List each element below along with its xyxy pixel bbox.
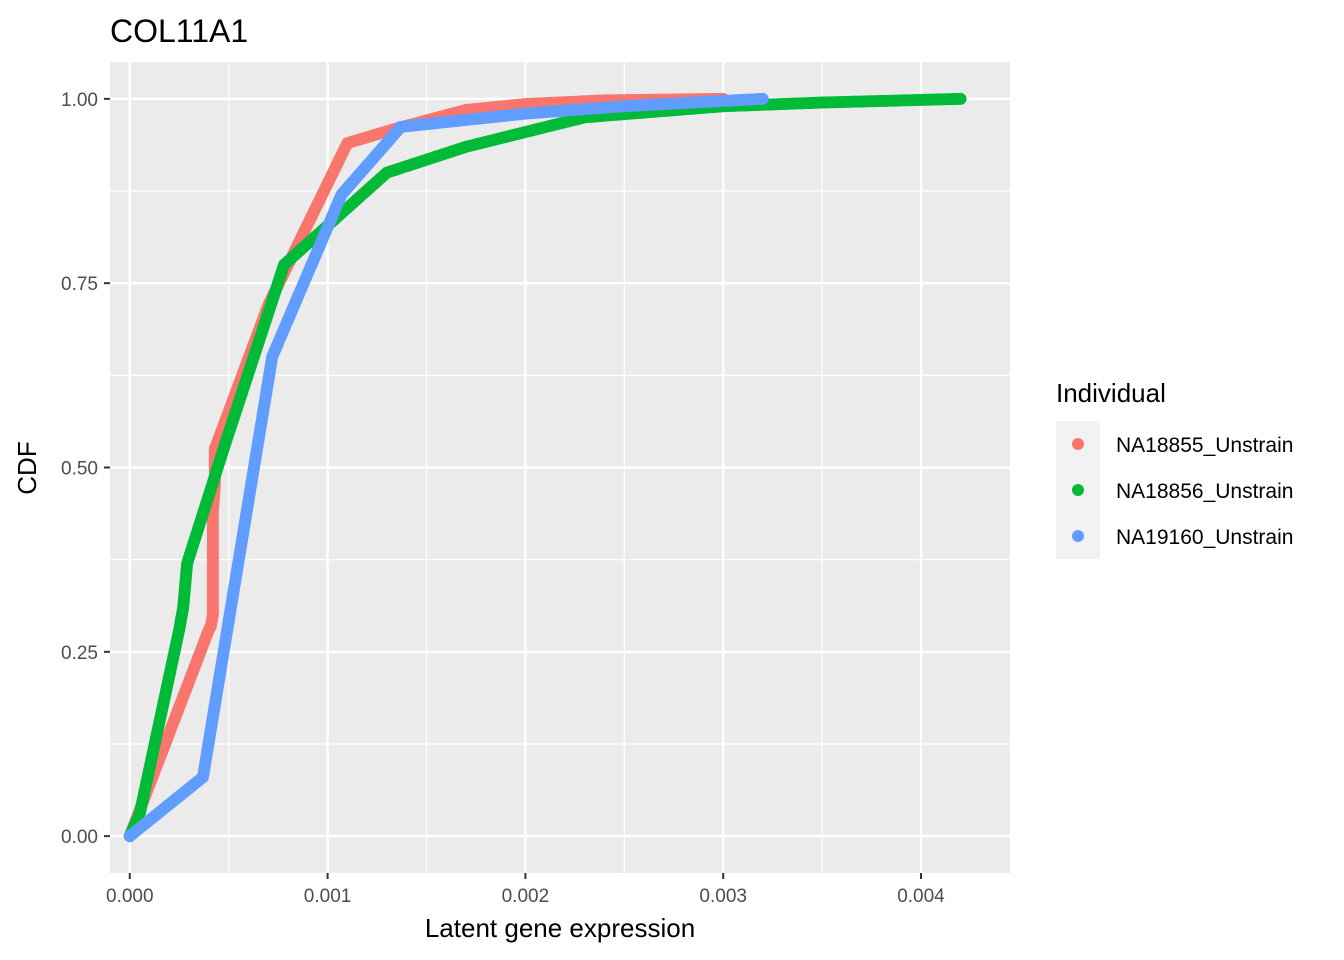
legend-key-marker	[1072, 530, 1084, 542]
y-tick-label: 1.00	[61, 90, 98, 111]
series-NA19160_Unstrain	[123, 92, 769, 843]
legend-key-marker	[1072, 484, 1084, 496]
y-axis: 0.00 0.25 0.50 0.75 1.00	[61, 90, 110, 848]
y-tick-label: 0.00	[61, 827, 98, 848]
legend-item-label: NA18855_Unstrain	[1116, 434, 1293, 457]
y-tick-label: 0.75	[61, 274, 98, 295]
data-point	[954, 92, 967, 105]
x-axis-title: Latent gene expression	[425, 913, 695, 943]
legend-item-label: NA18856_Unstrain	[1116, 480, 1293, 503]
series-layer	[123, 92, 967, 843]
y-tick-label: 0.50	[61, 459, 98, 480]
data-point	[756, 92, 769, 105]
legend-key-marker	[1072, 438, 1084, 450]
legend-item-label: NA19160_Unstrain	[1116, 526, 1293, 549]
y-tick-label: 0.25	[61, 643, 98, 664]
y-axis-title: CDF	[12, 441, 42, 494]
x-tick-label: 0.002	[502, 886, 550, 907]
legend: Individual NA18855_Unstrain NA18856_Unstr…	[1056, 378, 1293, 559]
x-tick-label: 0.000	[106, 886, 154, 907]
x-tick-label: 0.004	[897, 886, 945, 907]
x-tick-label: 0.001	[304, 886, 352, 907]
x-tick-label: 0.003	[699, 886, 747, 907]
x-axis: 0.000 0.001 0.002 0.003 0.004	[106, 873, 945, 907]
chart-title: COL11A1	[110, 13, 248, 49]
legend-title: Individual	[1056, 378, 1166, 408]
